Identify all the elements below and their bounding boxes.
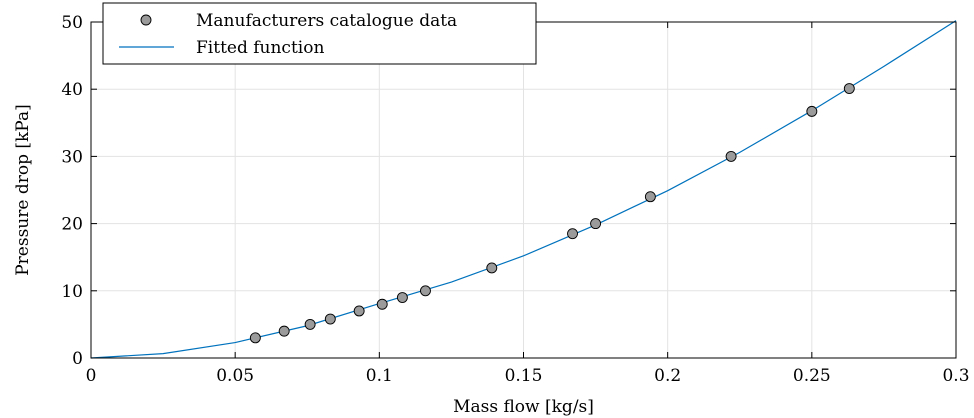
y-tick-labels: 0 10 20 30 40 50	[61, 13, 83, 369]
legend-box	[102, 2, 537, 65]
y-axis-label: Pressure drop [kPa]	[13, 104, 33, 276]
data-point	[806, 105, 818, 117]
legend-marker-catalogue-data	[140, 14, 152, 26]
legend-label-catalogue-data: Manufacturers catalogue data	[196, 11, 457, 31]
y-tick-label: 10	[61, 282, 83, 302]
data-point	[420, 285, 431, 297]
x-tick-label: 0.1	[366, 366, 393, 386]
y-tick-label: 50	[61, 13, 83, 33]
x-tick-label: 0.25	[793, 366, 831, 386]
data-point	[590, 218, 602, 230]
x-tick-labels: 0 0.05 0.1 0.15 0.2 0.25 0.3	[86, 366, 970, 386]
x-axis-label: Mass flow [kg/s]	[453, 397, 594, 417]
legend: Manufacturers catalogue data Fitted func…	[102, 2, 537, 65]
y-tick-label: 20	[61, 215, 83, 235]
x-tick-label: 0	[86, 366, 97, 386]
y-tick-label: 0	[72, 349, 83, 369]
data-point	[376, 298, 388, 310]
data-point	[644, 191, 656, 203]
y-tick-label: 40	[61, 80, 83, 100]
data-point	[843, 83, 855, 94]
data-point	[324, 313, 336, 325]
data-point	[304, 318, 316, 330]
grid	[90, 21, 957, 359]
data-point	[353, 305, 365, 317]
y-tick-label: 30	[61, 147, 83, 167]
data-point	[278, 325, 290, 337]
data-point	[486, 262, 498, 274]
x-tick-label: 0.05	[216, 366, 254, 386]
x-tick-label: 0.15	[505, 366, 543, 386]
catalogue-data-series	[249, 83, 855, 344]
x-tick-label: 0.3	[942, 366, 969, 386]
data-point	[725, 150, 737, 162]
legend-label-fitted-function: Fitted function	[196, 38, 324, 58]
data-point	[567, 228, 578, 240]
data-point	[396, 292, 408, 303]
x-tick-label: 0.2	[654, 366, 681, 386]
data-point	[249, 332, 261, 344]
